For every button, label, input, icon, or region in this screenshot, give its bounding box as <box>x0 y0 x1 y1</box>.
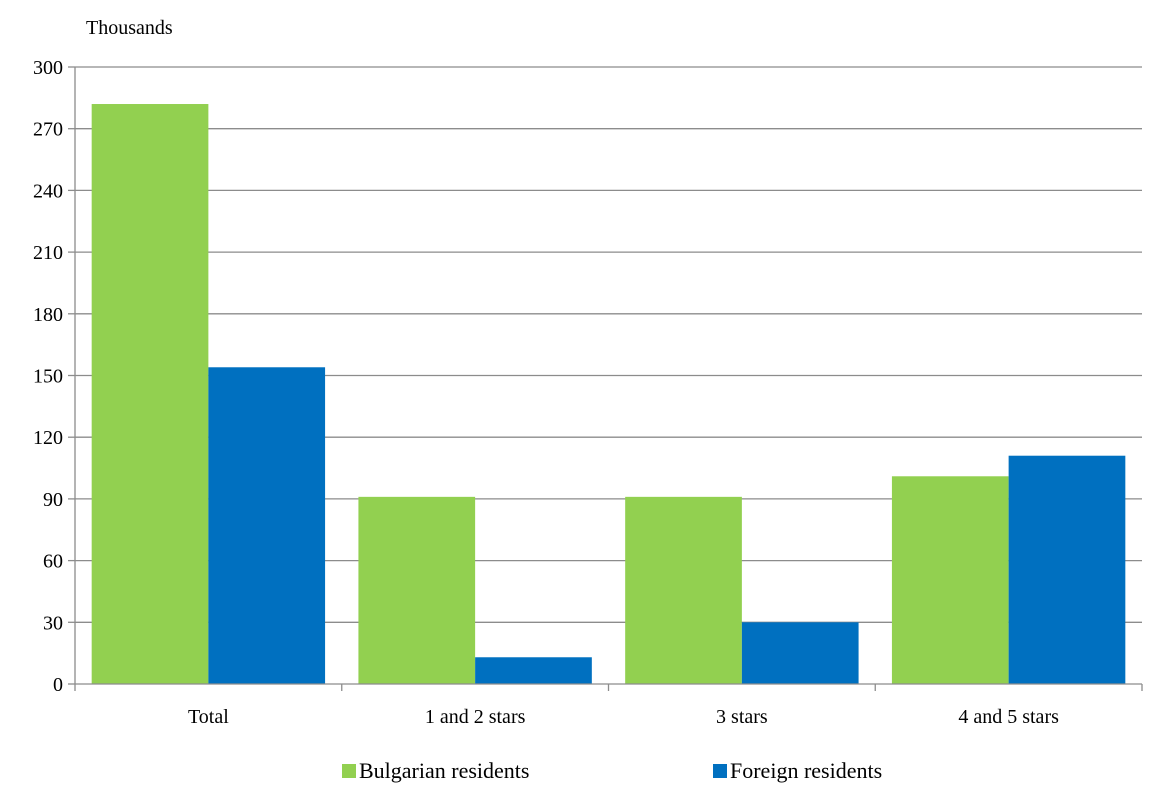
bar-bulgarian-residents <box>358 496 476 684</box>
bar-foreign-residents <box>741 622 859 684</box>
axes: 0 30 60 90 120 150 180 210 240 270 300 Total 1 and 2… <box>33 57 1143 728</box>
x-tick-label: 4 and 5 stars <box>958 706 1059 728</box>
y-tick-label: 30 <box>43 612 63 634</box>
unit-label: Thousands <box>86 17 173 39</box>
y-tick-label: 0 <box>53 674 63 696</box>
y-tick-label: 240 <box>33 180 63 202</box>
y-tick-label: 150 <box>33 366 63 388</box>
x-tick-label: 1 and 2 stars <box>425 706 526 728</box>
bar-foreign-residents <box>1008 455 1126 684</box>
legend-swatch <box>713 764 727 778</box>
y-tick-label: 120 <box>33 427 63 449</box>
bar-foreign-residents <box>208 367 326 684</box>
x-tick-label: 3 stars <box>716 706 768 728</box>
y-tick-label: 90 <box>43 489 63 511</box>
bar-bulgarian-residents <box>625 496 742 684</box>
y-tick-label: 60 <box>43 551 63 573</box>
legend-label: Foreign residents <box>730 758 882 783</box>
legend-label: Bulgarian residents <box>359 758 529 783</box>
y-tick-label: 300 <box>33 57 63 79</box>
bar-bulgarian-residents <box>91 104 209 684</box>
y-tick-label: 270 <box>33 119 63 141</box>
legend: Bulgarian residents Foreign residents <box>342 758 882 783</box>
bars <box>91 104 1126 684</box>
y-tick-label: 210 <box>33 242 63 264</box>
bar-bulgarian-residents <box>891 476 1009 684</box>
x-tick-label: Total <box>188 706 229 728</box>
legend-swatch <box>342 764 356 778</box>
bar-foreign-residents <box>475 657 592 684</box>
y-tick-label: 180 <box>33 304 63 326</box>
